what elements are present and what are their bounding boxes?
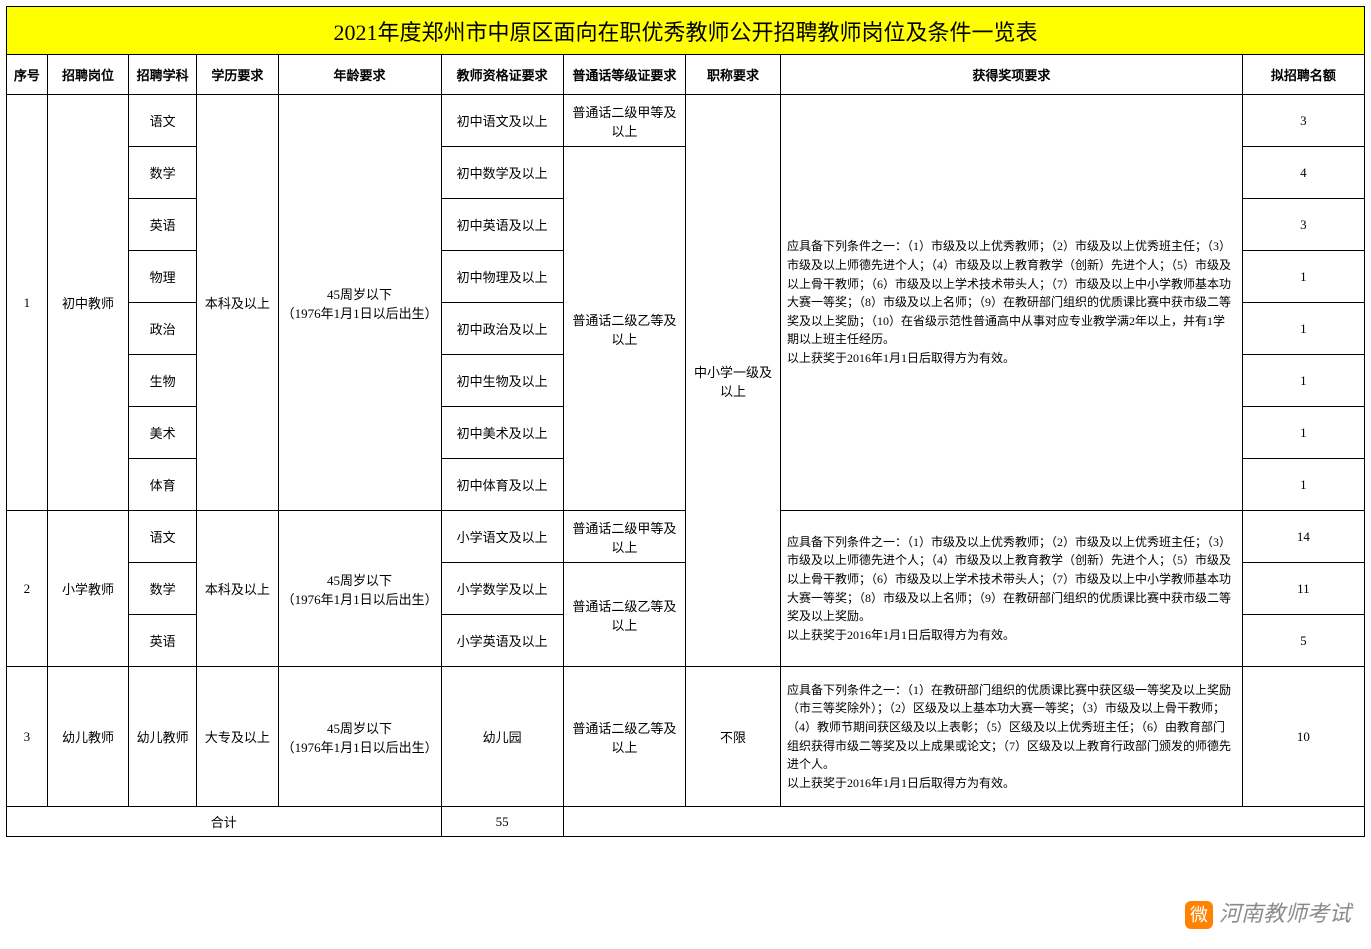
col-zhicheng: 职称要求: [685, 55, 780, 95]
age-cell: 45周岁以下 （1976年1月1日以后出生）: [278, 95, 441, 511]
title-row: 2021年度郑州市中原区面向在职优秀教师公开招聘教师岗位及条件一览表: [7, 7, 1365, 55]
award-cell: 应具备下列条件之一：（1）市级及以上优秀教师；（2）市级及以上优秀班主任；（3）…: [781, 511, 1243, 667]
subject-cell: 英语: [129, 199, 197, 251]
col-award: 获得奖项要求: [781, 55, 1243, 95]
total-row: 合计 55: [7, 807, 1365, 837]
subject-cell: 物理: [129, 251, 197, 303]
pth-cell: 普通话二级甲等及以上: [563, 95, 685, 147]
header-row: 序号 招聘岗位 招聘学科 学历要求 年龄要求 教师资格证要求 普通话等级证要求 …: [7, 55, 1365, 95]
position-cell: 小学教师: [47, 511, 128, 667]
quota-cell: 5: [1242, 615, 1364, 667]
table-row: 3 幼儿教师 幼儿教师 大专及以上 45周岁以下 （1976年1月1日以后出生）…: [7, 667, 1365, 807]
seq-cell: 2: [7, 511, 48, 667]
subject-cell: 数学: [129, 147, 197, 199]
seq-cell: 1: [7, 95, 48, 511]
quota-cell: 14: [1242, 511, 1364, 563]
quota-cell: 1: [1242, 407, 1364, 459]
cert-cell: 幼儿园: [441, 667, 563, 807]
zhicheng-cell: 不限: [685, 667, 780, 807]
cert-cell: 初中政治及以上: [441, 303, 563, 355]
quota-cell: 3: [1242, 199, 1364, 251]
col-quota: 拟招聘名额: [1242, 55, 1364, 95]
cert-cell: 初中体育及以上: [441, 459, 563, 511]
col-subject: 招聘学科: [129, 55, 197, 95]
age-cell: 45周岁以下 （1976年1月1日以后出生）: [278, 511, 441, 667]
quota-cell: 1: [1242, 251, 1364, 303]
col-age: 年龄要求: [278, 55, 441, 95]
pth-cell: 普通话二级乙等及以上: [563, 563, 685, 667]
cert-cell: 初中数学及以上: [441, 147, 563, 199]
col-edu: 学历要求: [197, 55, 278, 95]
watermark: 微河南教师考试: [1185, 896, 1351, 929]
total-label: 合计: [7, 807, 442, 837]
quota-cell: 1: [1242, 459, 1364, 511]
subject-cell: 数学: [129, 563, 197, 615]
position-cell: 初中教师: [47, 95, 128, 511]
quota-cell: 1: [1242, 355, 1364, 407]
recruitment-table: 2021年度郑州市中原区面向在职优秀教师公开招聘教师岗位及条件一览表 序号 招聘…: [6, 6, 1365, 837]
edu-cell: 大专及以上: [197, 667, 278, 807]
total-blank: [563, 807, 1364, 837]
award-cell: 应具备下列条件之一：（1）市级及以上优秀教师；（2）市级及以上优秀班主任；（3）…: [781, 95, 1243, 511]
col-cert: 教师资格证要求: [441, 55, 563, 95]
subject-cell: 语文: [129, 511, 197, 563]
zhicheng-cell: 中小学一级及以上: [685, 95, 780, 667]
cert-cell: 初中物理及以上: [441, 251, 563, 303]
cert-cell: 小学英语及以上: [441, 615, 563, 667]
table-row: 1 初中教师 语文 本科及以上 45周岁以下 （1976年1月1日以后出生） 初…: [7, 95, 1365, 147]
subject-cell: 幼儿教师: [129, 667, 197, 807]
position-cell: 幼儿教师: [47, 667, 128, 807]
cert-cell: 初中英语及以上: [441, 199, 563, 251]
quota-cell: 10: [1242, 667, 1364, 807]
pth-cell: 普通话二级甲等及以上: [563, 511, 685, 563]
cert-cell: 初中语文及以上: [441, 95, 563, 147]
cert-cell: 初中生物及以上: [441, 355, 563, 407]
pth-cell: 普通话二级乙等及以上: [563, 667, 685, 807]
watermark-text: 河南教师考试: [1219, 901, 1351, 926]
subject-cell: 政治: [129, 303, 197, 355]
edu-cell: 本科及以上: [197, 95, 278, 511]
quota-cell: 1: [1242, 303, 1364, 355]
quota-cell: 4: [1242, 147, 1364, 199]
col-pth: 普通话等级证要求: [563, 55, 685, 95]
cert-cell: 小学数学及以上: [441, 563, 563, 615]
quota-cell: 3: [1242, 95, 1364, 147]
quota-cell: 11: [1242, 563, 1364, 615]
col-seq: 序号: [7, 55, 48, 95]
pth-cell: 普通话二级乙等及以上: [563, 147, 685, 511]
edu-cell: 本科及以上: [197, 511, 278, 667]
award-cell: 应具备下列条件之一：（1）在教研部门组织的优质课比赛中获区级一等奖及以上奖励（市…: [781, 667, 1243, 807]
weibo-icon: 微: [1185, 901, 1213, 929]
col-position: 招聘岗位: [47, 55, 128, 95]
subject-cell: 生物: [129, 355, 197, 407]
subject-cell: 体育: [129, 459, 197, 511]
page-title: 2021年度郑州市中原区面向在职优秀教师公开招聘教师岗位及条件一览表: [7, 7, 1365, 55]
cert-cell: 初中美术及以上: [441, 407, 563, 459]
page-number: 55: [441, 807, 563, 837]
cert-cell: 小学语文及以上: [441, 511, 563, 563]
subject-cell: 美术: [129, 407, 197, 459]
age-cell: 45周岁以下 （1976年1月1日以后出生）: [278, 667, 441, 807]
subject-cell: 英语: [129, 615, 197, 667]
seq-cell: 3: [7, 667, 48, 807]
subject-cell: 语文: [129, 95, 197, 147]
